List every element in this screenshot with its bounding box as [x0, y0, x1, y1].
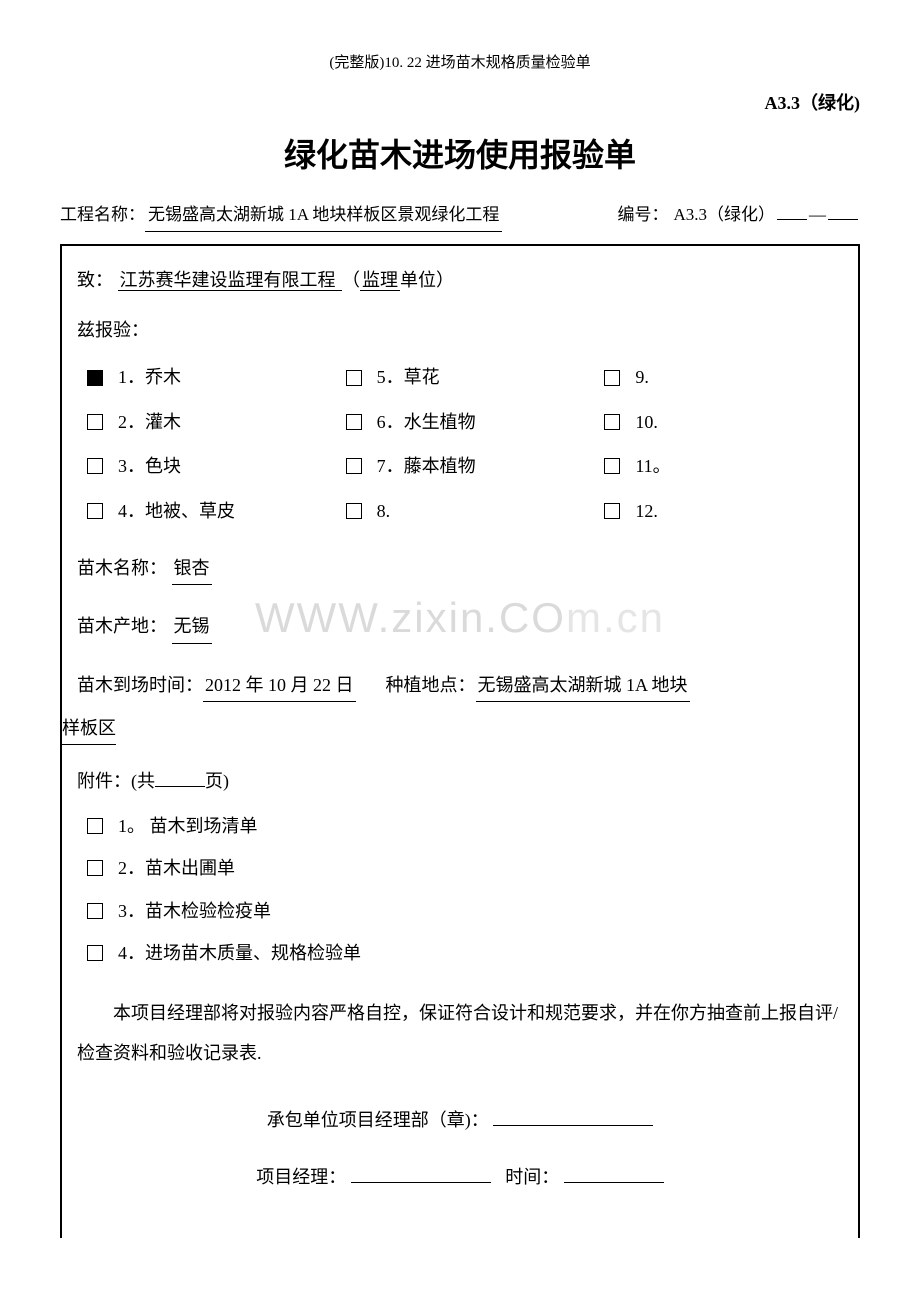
checkbox-sekuai[interactable]: [87, 458, 103, 474]
category-label: 1．乔木: [118, 361, 181, 393]
category-label: 11。: [635, 450, 670, 482]
category-label: 9.: [635, 361, 649, 393]
category-item: 9.: [604, 361, 843, 393]
category-label: 12.: [635, 495, 658, 527]
checkbox-attach-4[interactable]: [87, 945, 103, 961]
planting-label: 种植地点：: [386, 669, 476, 702]
arrival-label: 苗木到场时间：: [77, 669, 203, 702]
attachment-label-text: 3．苗木检验检疫单: [118, 895, 271, 927]
contractor-signature-line: 承包单位项目经理部（章)：: [77, 1104, 843, 1136]
report-label: 兹报验：: [77, 314, 843, 346]
checkbox-11[interactable]: [604, 458, 620, 474]
to-company: 江苏赛华建设监理有限工程: [118, 270, 343, 291]
blank-fill: [777, 219, 807, 220]
manager-time-line: 项目经理： 时间：: [77, 1161, 843, 1193]
origin-value: 无锡: [172, 610, 212, 643]
category-label: 6．水生植物: [377, 406, 476, 438]
category-label: 8.: [377, 495, 391, 527]
time-blank: [564, 1182, 664, 1183]
form-code: A3.3（绿化): [60, 87, 860, 119]
checkbox-9[interactable]: [604, 370, 620, 386]
to-prefix: 致：: [77, 270, 113, 290]
planting-location: 无锡盛高太湖新城 1A 地块: [476, 669, 690, 702]
attachment-item: 4．进场苗木质量、规格检验单: [87, 937, 843, 969]
category-label: 7．藤本植物: [377, 450, 476, 482]
checkbox-qiaomu[interactable]: [87, 370, 103, 386]
recipient-line: 致： 江苏赛华建设监理有限工程 （监理单位）: [77, 264, 843, 296]
header-note: (完整版)10. 22 进场苗木规格质量检验单: [60, 50, 860, 77]
category-item: 8.: [346, 495, 585, 527]
attachment-list: 1。 苗木到场清单 2．苗木出圃单 3．苗木检验检疫单 4．进场苗木质量、规格检…: [87, 810, 843, 970]
category-item: 6．水生植物: [346, 406, 585, 438]
checkbox-guanmu[interactable]: [87, 414, 103, 430]
category-item: 1．乔木: [87, 361, 326, 393]
to-role: （监理单位）: [342, 270, 454, 291]
category-label: 10.: [635, 406, 658, 438]
checkbox-attach-3[interactable]: [87, 903, 103, 919]
manager-signature-blank: [351, 1182, 491, 1183]
attachment-pages-blank: [155, 786, 205, 787]
checkbox-tengben[interactable]: [346, 458, 362, 474]
contractor-label: 承包单位项目经理部（章)：: [267, 1110, 489, 1130]
seedling-name: 银杏: [172, 552, 212, 585]
category-item: 5．草花: [346, 361, 585, 393]
attachment-item: 1。 苗木到场清单: [87, 810, 843, 842]
checkbox-attach-2[interactable]: [87, 860, 103, 876]
checkbox-caohua[interactable]: [346, 370, 362, 386]
category-label: 2．灌木: [118, 406, 181, 438]
attachment-label-text: 4．进场苗木质量、规格检验单: [118, 937, 361, 969]
category-label: 4．地被、草皮: [118, 495, 235, 527]
checkbox-12[interactable]: [604, 503, 620, 519]
checkbox-dibei[interactable]: [87, 503, 103, 519]
number-label: 编号：: [617, 200, 668, 231]
checkbox-10[interactable]: [604, 414, 620, 430]
origin-label: 苗木产地：: [77, 616, 167, 636]
blank-fill: [828, 219, 858, 220]
main-form-box: 致： 江苏赛华建设监理有限工程 （监理单位） 兹报验： 1．乔木 5．草花 9.…: [60, 244, 860, 1239]
category-label: 3．色块: [118, 450, 181, 482]
seedling-name-row: 苗木名称： 银杏: [77, 552, 843, 585]
category-item: 2．灌木: [87, 406, 326, 438]
statement-text: 本项目经理部将对报验内容严格自控，保证符合设计和规范要求，并在你方抽查前上报自评…: [62, 994, 843, 1073]
number-value: A3.3（绿化）: [673, 200, 775, 231]
page-title: 绿化苗木进场使用报验单: [60, 127, 860, 185]
category-item: 10.: [604, 406, 843, 438]
category-item: 3．色块: [87, 450, 326, 482]
project-info-line: 工程名称： 无锡盛高太湖新城 1A 地块样板区景观绿化工程 编号： A3.3（绿…: [60, 200, 860, 232]
project-label: 工程名称：: [60, 200, 145, 231]
origin-row: 苗木产地： 无锡: [77, 610, 843, 643]
attachment-label: 附件：(共页): [77, 765, 843, 797]
category-item: 11。: [604, 450, 843, 482]
planting-location-continued: 样板区: [62, 712, 116, 745]
contractor-signature-blank: [493, 1125, 653, 1126]
category-item: 4．地被、草皮: [87, 495, 326, 527]
checkbox-attach-1[interactable]: [87, 818, 103, 834]
category-grid: 1．乔木 5．草花 9. 2．灌木 6．水生植物 10.: [87, 361, 843, 527]
category-label: 5．草花: [377, 361, 440, 393]
arrival-date: 2012 年 10 月 22 日: [203, 669, 356, 702]
attachment-label-text: 2．苗木出圃单: [118, 852, 235, 884]
seedling-name-label: 苗木名称：: [77, 558, 167, 578]
checkbox-8[interactable]: [346, 503, 362, 519]
project-name: 无锡盛高太湖新城 1A 地块样板区景观绿化工程: [145, 200, 502, 232]
manager-label: 项目经理：: [256, 1167, 346, 1187]
arrival-planting-row: 苗木到场时间： 2012 年 10 月 22 日 种植地点： 无锡盛高太湖新城 …: [77, 669, 843, 702]
category-item: 7．藤本植物: [346, 450, 585, 482]
attachment-label-text: 1。 苗木到场清单: [118, 810, 258, 842]
time-label: 时间：: [505, 1167, 559, 1187]
attachment-item: 2．苗木出圃单: [87, 852, 843, 884]
attachment-item: 3．苗木检验检疫单: [87, 895, 843, 927]
checkbox-shuisheng[interactable]: [346, 414, 362, 430]
category-item: 12.: [604, 495, 843, 527]
